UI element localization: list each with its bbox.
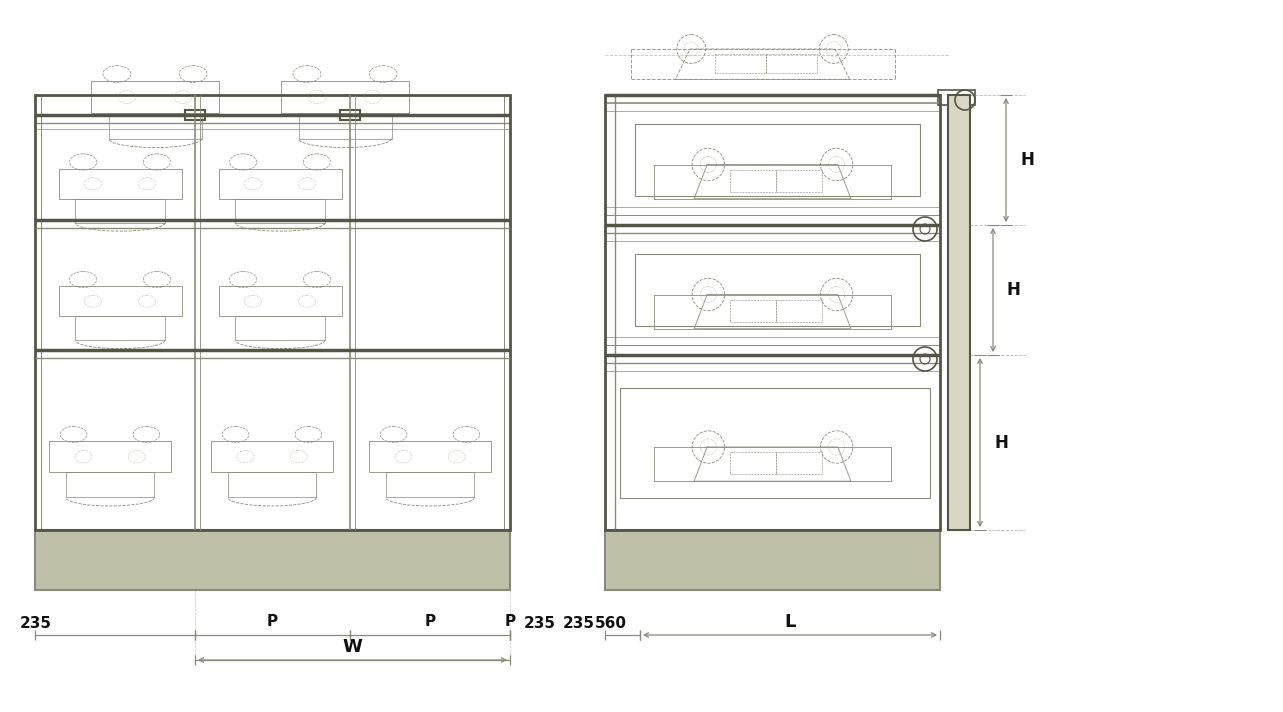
Bar	[635, 254, 920, 326]
Bar	[370, 441, 490, 472]
Bar	[91, 81, 218, 113]
Bar	[35, 95, 511, 530]
Bar	[59, 286, 181, 316]
Bar	[299, 113, 391, 139]
Bar	[74, 199, 166, 223]
Bar	[938, 90, 975, 105]
Bar	[386, 472, 475, 497]
Text: H: H	[1007, 281, 1021, 299]
Bar	[606, 530, 940, 590]
Text: H: H	[1020, 151, 1034, 169]
Bar	[635, 125, 920, 196]
Bar	[606, 95, 940, 530]
Bar	[212, 441, 332, 472]
Text: W: W	[343, 638, 362, 656]
Bar	[235, 316, 325, 340]
Bar	[620, 387, 930, 498]
Bar	[218, 286, 341, 316]
Bar	[776, 452, 821, 474]
Text: 560: 560	[595, 615, 627, 631]
Bar	[766, 53, 817, 73]
Bar	[281, 81, 408, 113]
Bar	[776, 169, 821, 192]
Text: P: P	[425, 614, 435, 629]
Text: 235: 235	[523, 615, 556, 631]
Text: 235: 235	[563, 615, 595, 631]
Bar	[730, 452, 776, 474]
Bar	[948, 95, 970, 530]
Bar	[59, 169, 181, 199]
Bar	[35, 530, 511, 590]
Text: P: P	[267, 614, 278, 629]
Bar	[185, 110, 205, 120]
Text: H: H	[994, 434, 1008, 451]
Bar	[340, 110, 361, 120]
Text: 235: 235	[21, 615, 53, 631]
Bar	[776, 300, 821, 322]
Bar	[218, 169, 341, 199]
Text: L: L	[784, 613, 795, 631]
Bar	[109, 113, 201, 139]
Bar	[227, 472, 317, 497]
Bar	[235, 199, 325, 223]
Text: P: P	[504, 614, 516, 629]
Bar	[49, 441, 171, 472]
Bar	[716, 53, 766, 73]
Bar	[65, 472, 154, 497]
Bar	[730, 169, 776, 192]
Bar	[730, 300, 776, 322]
Bar	[74, 316, 166, 340]
